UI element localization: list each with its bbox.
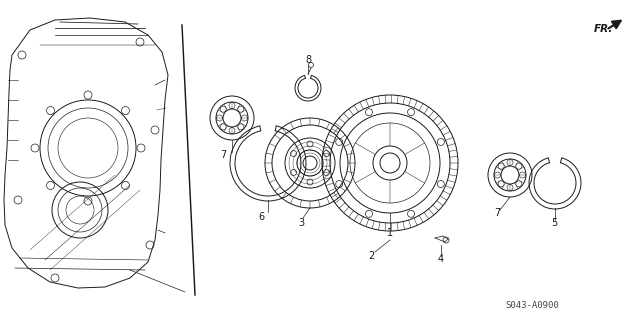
Text: 4: 4 xyxy=(438,254,444,264)
Text: 6: 6 xyxy=(258,212,264,222)
Text: 5: 5 xyxy=(551,218,557,228)
Text: 2: 2 xyxy=(368,251,374,261)
Text: 1: 1 xyxy=(387,228,393,238)
Text: S043-A0900: S043-A0900 xyxy=(505,301,559,310)
Text: 7: 7 xyxy=(220,150,227,160)
Text: 7: 7 xyxy=(494,208,500,218)
Text: 8: 8 xyxy=(305,55,311,65)
Text: FR.: FR. xyxy=(594,24,613,34)
Text: 3: 3 xyxy=(298,218,304,228)
Polygon shape xyxy=(4,18,168,288)
